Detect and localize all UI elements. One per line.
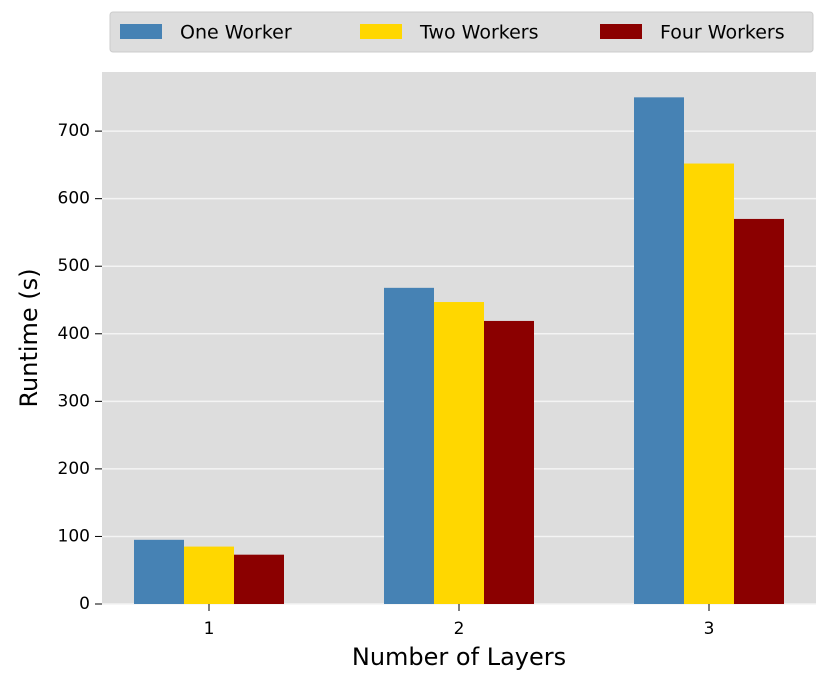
bar — [684, 163, 734, 604]
bar — [234, 554, 284, 604]
y-tick-label: 200 — [58, 459, 90, 479]
bar — [134, 539, 184, 604]
x-tick-label: 2 — [454, 619, 465, 639]
bar — [434, 302, 484, 604]
legend-swatch — [360, 24, 402, 39]
x-tick-label: 1 — [204, 619, 215, 639]
y-tick-label: 700 — [58, 121, 90, 141]
bars — [102, 97, 816, 605]
y-tick-label: 600 — [58, 189, 90, 209]
bar — [184, 546, 234, 604]
y-tick-label: 100 — [58, 526, 90, 546]
y-axis-label: Runtime (s) — [15, 268, 43, 407]
y-tick-label: 400 — [58, 324, 90, 344]
y-tick-label: 300 — [58, 391, 90, 411]
x-axis-label: Number of Layers — [352, 643, 566, 671]
bar — [484, 320, 534, 604]
legend-swatch — [120, 24, 162, 39]
x-tick-label: 3 — [704, 619, 715, 639]
y-tick-label: 500 — [58, 256, 90, 276]
legend-swatch — [600, 24, 642, 39]
bar — [634, 97, 684, 604]
bar — [734, 218, 784, 604]
legend-label: Two Workers — [419, 22, 539, 44]
legend-label: Four Workers — [660, 22, 785, 44]
bar — [384, 287, 434, 604]
legend: One Worker Two Workers Four Workers — [109, 11, 814, 53]
legend-box — [109, 11, 814, 53]
y-tick-label: 0 — [79, 594, 90, 614]
legend-label: One Worker — [180, 22, 292, 44]
